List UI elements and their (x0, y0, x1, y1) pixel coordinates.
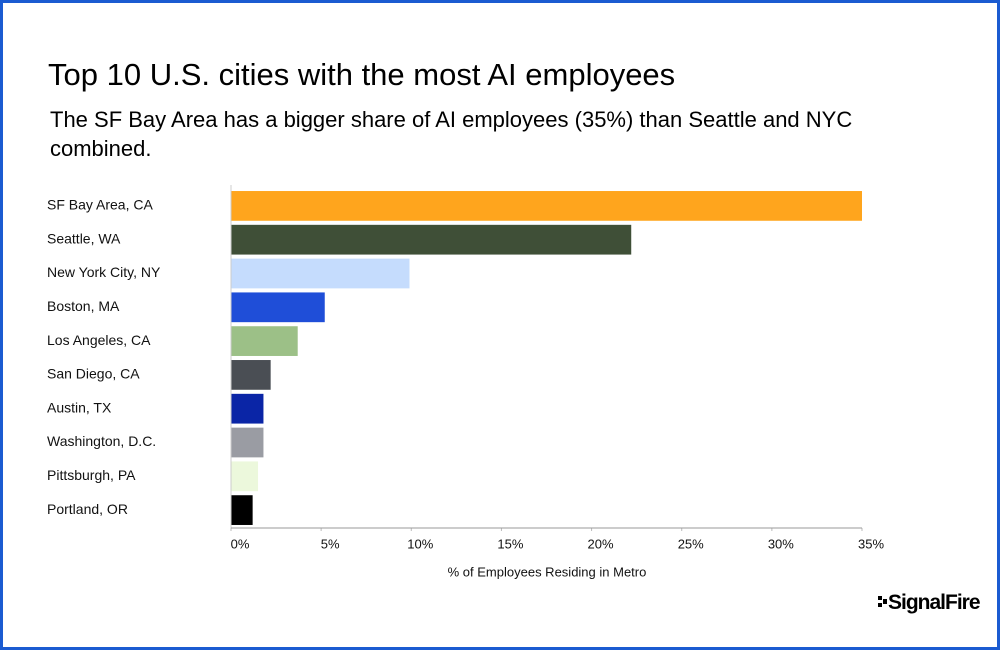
bar (231, 224, 632, 255)
x-tick-label: 5% (321, 536, 340, 551)
x-tick-label: 15% (497, 536, 523, 551)
y-tick-label: Pittsburgh, PA (47, 467, 136, 483)
y-tick-label: Austin, TX (47, 399, 112, 415)
bar (231, 427, 264, 458)
y-tick-label: Portland, OR (47, 501, 128, 517)
bar (231, 495, 253, 525)
bar (231, 191, 862, 221)
chart-subtitle: The SF Bay Area has a bigger share of AI… (50, 107, 853, 161)
y-tick-label: New York City, NY (47, 264, 161, 280)
bar (231, 258, 410, 289)
x-tick-label: 35% (858, 536, 884, 551)
logo-icon (878, 596, 887, 607)
logo: SignalFire (888, 591, 981, 614)
x-tick-label: 10% (407, 536, 433, 551)
bar (231, 461, 259, 492)
x-tick-label: 30% (768, 536, 794, 551)
bar (231, 292, 325, 323)
y-tick-label: Boston, MA (47, 298, 120, 314)
y-tick-label: Los Angeles, CA (47, 332, 151, 348)
y-tick-label: SF Bay Area, CA (47, 197, 153, 213)
x-axis-label: % of Employees Residing in Metro (448, 564, 647, 579)
bar (231, 326, 298, 356)
y-tick-label: San Diego, CA (47, 366, 140, 382)
x-tick-label: 25% (678, 536, 704, 551)
x-tick-label: 20% (588, 536, 614, 551)
bar (231, 360, 271, 390)
x-tick-label: 0% (231, 536, 250, 551)
y-tick-label: Seattle, WA (47, 230, 121, 246)
chart-title: Top 10 U.S. cities with the most AI empl… (48, 57, 676, 92)
y-tick-label: Washington, D.C. (47, 433, 156, 449)
bar (231, 393, 264, 424)
